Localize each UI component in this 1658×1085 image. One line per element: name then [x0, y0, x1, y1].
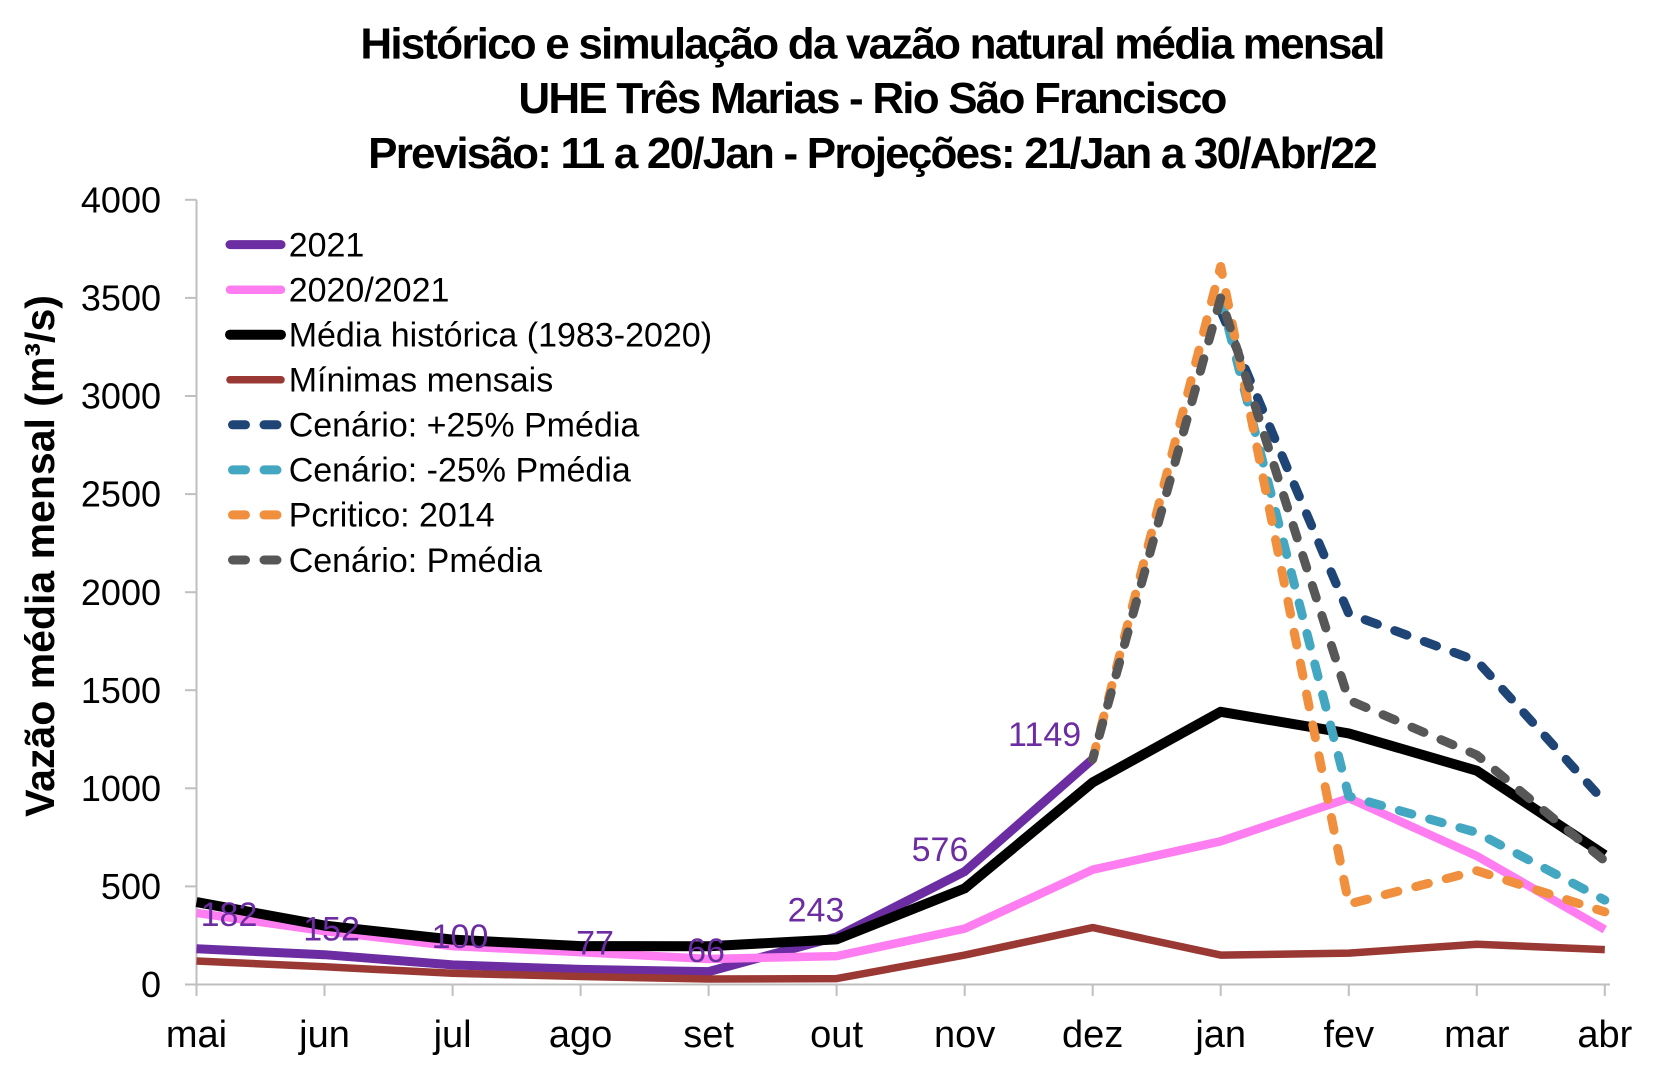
svg-text:2020/2021: 2020/2021 — [289, 272, 450, 310]
svg-text:jun: jun — [298, 1014, 350, 1056]
svg-text:3500: 3500 — [81, 278, 161, 319]
svg-text:jul: jul — [433, 1014, 472, 1056]
svg-text:100: 100 — [432, 918, 489, 956]
svg-text:1149: 1149 — [1008, 716, 1081, 754]
svg-text:Mínimas mensais: Mínimas mensais — [289, 362, 554, 400]
svg-text:abr: abr — [1577, 1014, 1632, 1056]
svg-text:2500: 2500 — [81, 474, 161, 515]
svg-text:1500: 1500 — [81, 670, 161, 711]
svg-text:Cenário: Pmédia: Cenário: Pmédia — [289, 542, 542, 580]
svg-text:UHE Três Marias - Rio São Fran: UHE Três Marias - Rio São Francisco — [518, 74, 1226, 123]
svg-text:77: 77 — [576, 925, 614, 963]
svg-text:out: out — [810, 1014, 863, 1056]
svg-text:mar: mar — [1444, 1014, 1510, 1056]
svg-text:Pcritico: 2014: Pcritico: 2014 — [289, 497, 495, 535]
svg-text:nov: nov — [934, 1014, 995, 1056]
svg-text:4000: 4000 — [81, 179, 161, 220]
svg-text:Cenário: +25% Pmédia: Cenário: +25% Pmédia — [289, 407, 640, 445]
svg-text:mai: mai — [166, 1014, 227, 1056]
svg-text:ago: ago — [549, 1014, 612, 1056]
svg-text:2000: 2000 — [81, 572, 161, 613]
svg-text:66: 66 — [687, 932, 725, 970]
svg-text:Cenário: -25% Pmédia: Cenário: -25% Pmédia — [289, 452, 631, 490]
svg-text:0: 0 — [141, 964, 161, 1005]
svg-text:243: 243 — [788, 891, 845, 929]
svg-text:set: set — [683, 1014, 734, 1056]
svg-text:500: 500 — [101, 866, 161, 907]
svg-text:182: 182 — [201, 896, 258, 934]
svg-text:2021: 2021 — [289, 226, 365, 264]
svg-text:1000: 1000 — [81, 768, 161, 809]
svg-text:fev: fev — [1323, 1014, 1374, 1056]
svg-text:jan: jan — [1194, 1014, 1246, 1056]
svg-text:dez: dez — [1062, 1014, 1123, 1056]
svg-text:Previsão: 11 a 20/Jan - Projeç: Previsão: 11 a 20/Jan - Projeções: 21/Ja… — [368, 129, 1376, 178]
svg-text:3000: 3000 — [81, 376, 161, 417]
svg-text:152: 152 — [303, 911, 360, 949]
svg-text:576: 576 — [912, 831, 969, 869]
svg-text:Histórico e simulação da vazão: Histórico e simulação da vazão natural m… — [360, 19, 1383, 68]
svg-text:Média histórica (1983-2020): Média histórica (1983-2020) — [289, 317, 712, 355]
svg-text:Vazão média mensal (m³/s): Vazão média mensal (m³/s) — [17, 295, 63, 817]
